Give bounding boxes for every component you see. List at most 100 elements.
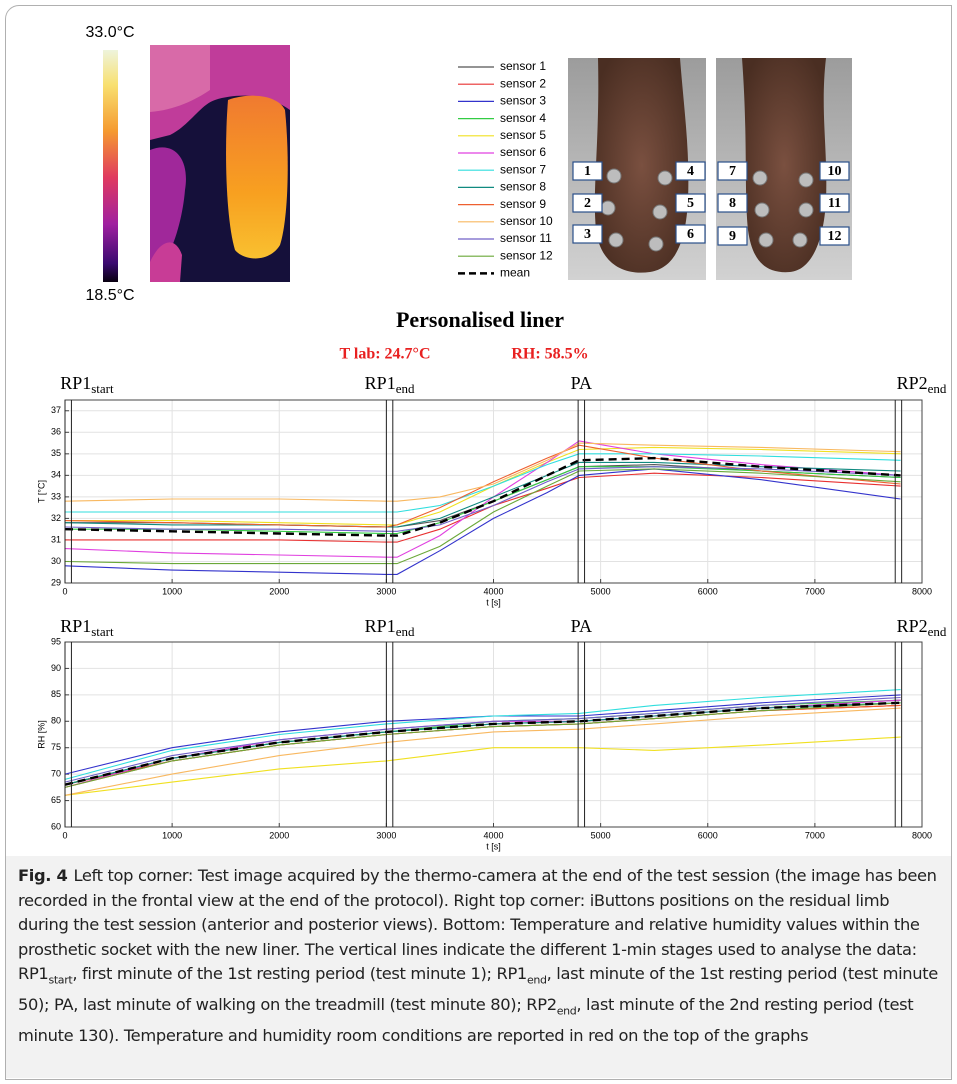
y-tick-label: 37 — [51, 405, 61, 415]
sensor-line — [64, 466, 901, 532]
legend-label: sensor 3 — [500, 94, 546, 108]
sensor-dot — [608, 232, 624, 248]
x-tick-label: 8000 — [912, 830, 932, 840]
sensor-line — [64, 440, 901, 558]
sensor-dot — [600, 200, 616, 216]
sensor-line — [64, 707, 901, 796]
legend-label: sensor 5 — [500, 128, 546, 142]
stage-label-main: PA — [571, 373, 592, 393]
legend-label: sensor 6 — [500, 145, 546, 159]
stage-label-main: RP1 — [365, 373, 396, 393]
figure-frame — [5, 5, 952, 1080]
caption-text: , last minute of the 1st resting period … — [18, 964, 938, 1015]
y-tick-label: 35 — [51, 448, 61, 458]
stage-label: RP2end — [897, 616, 947, 639]
x-tick-label: 4000 — [483, 830, 503, 840]
sensor-box — [819, 161, 850, 181]
caption-subscript: start — [48, 973, 73, 987]
sensor-dot — [606, 168, 622, 184]
x-tick-label: 5000 — [591, 830, 611, 840]
y-tick-label: 80 — [51, 716, 61, 726]
y-tick-label: 33 — [51, 491, 61, 501]
x-tick-label: 0 — [62, 586, 67, 596]
colorbar-min: 18.5°C — [85, 287, 134, 304]
sensor-number: 6 — [687, 227, 694, 242]
sensor-number: 10 — [828, 164, 842, 179]
figure-title: Personalised liner — [396, 307, 564, 332]
caption-text: , first minute of the 1st resting period… — [72, 964, 527, 984]
sensor-dot — [652, 204, 668, 220]
sensor-dot — [792, 232, 808, 248]
sensor-line — [64, 702, 901, 788]
y-tick-label: 36 — [51, 427, 61, 437]
x-tick-label: 2000 — [269, 586, 289, 596]
legend-label: sensor 7 — [500, 162, 546, 176]
sensor-box — [717, 226, 748, 246]
sensor-box — [572, 161, 603, 181]
x-tick-label: 6000 — [698, 586, 718, 596]
sensor-box — [572, 193, 603, 213]
stage-label: PA — [571, 616, 592, 636]
x-tick-label: 3000 — [376, 586, 396, 596]
stage-label-sub: end — [396, 624, 415, 639]
colorbar — [103, 50, 118, 282]
sensor-box — [675, 224, 706, 244]
y-axis-label: RH [%] — [36, 720, 46, 749]
caption-label: Fig. 4 — [18, 866, 68, 885]
x-axis-label: t [s] — [486, 597, 501, 607]
y-tick-label: 31 — [51, 534, 61, 544]
sensor-number: 1 — [584, 164, 591, 179]
sensor-number: 5 — [687, 196, 694, 211]
x-tick-label: 7000 — [805, 830, 825, 840]
y-tick-label: 32 — [51, 513, 61, 523]
sensor-dot — [798, 172, 814, 188]
sensor-line — [64, 696, 901, 783]
caption-text: , last minute of the 2nd resting period … — [18, 995, 914, 1046]
stage-label: RP1start — [60, 373, 114, 396]
sensor-line — [65, 472, 901, 543]
stage-label-sub: end — [396, 381, 415, 396]
stage-label-sub: start — [91, 381, 114, 396]
y-tick-label: 34 — [51, 470, 61, 480]
y-tick-label: 65 — [51, 795, 61, 805]
sensor-line — [65, 446, 901, 526]
sensor-line — [64, 689, 901, 780]
x-axis-label: t [s] — [486, 841, 501, 851]
legend-label: sensor 4 — [500, 111, 546, 125]
chart: 29 30 31 32 33 34 35 36 37 0 1000 2000 3000 4000 5000 6… — [36, 373, 947, 607]
stage-label: PA — [571, 373, 592, 393]
caption-body: Left top corner: Test image acquired by … — [18, 866, 938, 1045]
stage-label: RP2end — [897, 373, 947, 396]
stage-label-main: RP2 — [897, 616, 928, 636]
x-tick-label: 1000 — [162, 586, 182, 596]
sensor-box — [717, 161, 748, 181]
y-tick-label: 29 — [51, 577, 61, 587]
stage-label-main: RP1 — [60, 373, 91, 393]
sensor-number: 2 — [584, 196, 591, 211]
thermal-image — [150, 45, 290, 282]
sensor-line — [64, 444, 901, 528]
legend: sensor 1 sensor 2 sensor 3 sensor 4 sensor 5… — [458, 59, 553, 280]
stage-label-main: RP2 — [897, 373, 928, 393]
stage-label-main: PA — [571, 616, 592, 636]
legend-label: sensor 11 — [500, 231, 552, 245]
stage-label: RP1end — [365, 616, 415, 639]
sensor-number: 9 — [729, 229, 736, 244]
stage-label-main: RP1 — [365, 616, 396, 636]
y-tick-label: 70 — [51, 769, 61, 779]
y-tick-label: 60 — [51, 821, 61, 831]
caption-subscript: end — [526, 973, 547, 987]
legend-label: sensor 1 — [500, 59, 546, 73]
stage-label-sub: start — [91, 624, 114, 639]
sensor-number: 7 — [729, 164, 736, 179]
sensor-line — [64, 442, 901, 502]
sensor-box — [819, 226, 850, 246]
x-tick-label: 2000 — [269, 830, 289, 840]
legend-label: sensor 9 — [500, 197, 546, 211]
sensor-number: 3 — [584, 227, 591, 242]
y-tick-label: 90 — [51, 663, 61, 673]
sensor-line — [65, 453, 901, 513]
x-tick-label: 6000 — [698, 830, 718, 840]
sensor-dot — [758, 232, 774, 248]
